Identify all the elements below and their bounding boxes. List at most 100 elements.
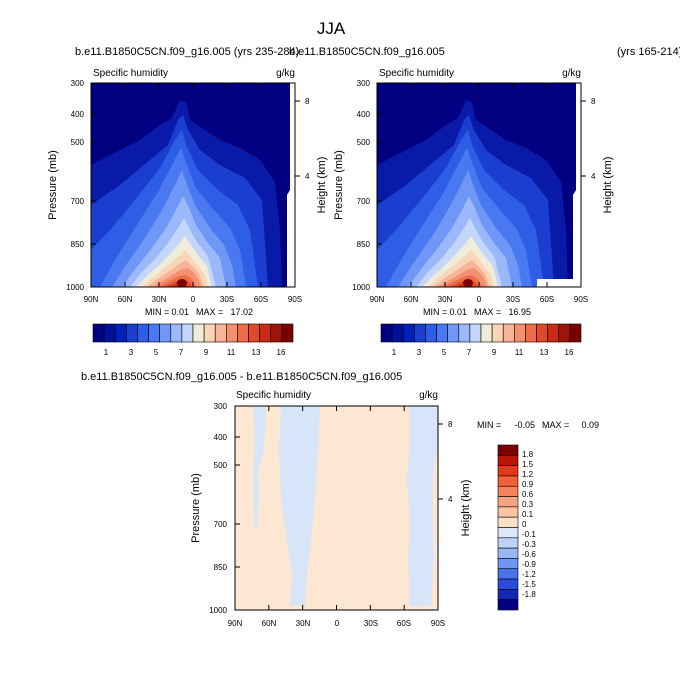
diff-x-tick-label: 30N [296,619,311,628]
right-x-tick-label: 0 [477,295,482,304]
diff-contour-field [235,406,438,610]
diff-y-tick-label: 850 [214,563,228,572]
colorbar-swatch [192,323,205,343]
colorbar-swatch [126,323,138,343]
right-y-tick-label: 500 [357,138,371,147]
left-colorbar-label: 9 [204,348,209,357]
diff-y-tick-label: 700 [214,520,228,529]
diff-x-tick-label: 0 [335,619,340,628]
colorbar-swatch [547,323,560,343]
right-y-tick-label: 300 [357,79,371,88]
left-x-tick-label: 30S [220,295,234,304]
diff-x-tick-label: 90S [431,619,445,628]
left-height-tick-label: 8 [305,97,310,106]
diff-colorbar-label: -1.8 [522,590,536,599]
diff-x-tick-label: 30S [364,619,378,628]
right-colorbar-label: 16 [565,348,574,357]
right-max-value: 16.95 [508,307,531,317]
colorbar-swatch [497,537,519,549]
colorbar-swatch [497,496,519,508]
diff-y-tick-label: 300 [214,402,228,411]
colorbar-swatch [380,323,393,343]
colorbar-swatch [425,323,437,343]
right-colorbar-label: 11 [515,348,524,357]
colorbar-swatch [159,323,172,343]
right-min-value: 0.01 [449,307,467,317]
left-x-tick-label: 30N [152,295,167,304]
left-colorbar-label: 16 [277,348,286,357]
colorbar-swatch [497,455,519,466]
left-contour-field [91,83,295,287]
left-max-label: MAX = [196,307,223,317]
left-x-tick-label: 90N [84,295,99,304]
colorbar-swatch [137,323,149,343]
diff-colorbar-label: -0.1 [522,530,536,539]
colorbar-swatch [497,527,519,539]
colorbar-swatch [237,323,249,343]
colorbar-swatch [391,323,404,343]
right-colorbar-label: 7 [467,348,472,357]
right-colorbar-label: 3 [417,348,422,357]
left-x-tick-label: 60S [254,295,268,304]
diff-case-title: b.e11.B1850C5CN.f09_g16.005 - b.e11.B185… [81,371,402,383]
right-height-axis-label: Height (km) [602,157,614,214]
diff-colorbar-label: 1.8 [522,450,534,459]
diff-colorbar-label: 1.2 [522,470,534,479]
left-colorbar-label: 7 [179,348,184,357]
left-min-value: 0.01 [171,307,189,317]
left-y-tick-label: 850 [71,240,85,249]
colorbar-swatch [226,323,238,343]
left-y-tick-label: 300 [71,79,85,88]
colorbar-swatch [525,323,537,343]
left-colorbar-label: 13 [252,348,261,357]
diff-axis-ticks [234,405,443,611]
diff-max-label: MAX = [542,420,569,430]
diff-y-tick-label: 1000 [209,606,227,615]
colorbar-swatch [497,516,519,528]
colorbar-swatch [214,323,227,343]
right-y-tick-label: 850 [357,240,371,249]
diff-height-tick-label: 4 [448,495,453,504]
diff-units-label: g/kg [419,390,438,401]
diff-colorbar-label: 0.9 [522,480,534,489]
right-min-label: MIN = [423,307,447,317]
colorbar-swatch [181,323,194,343]
diff-max-value: 0.09 [581,420,599,430]
colorbar-swatch [281,323,294,343]
diff-min-value: -0.05 [514,420,535,430]
right-height-tick-label: 4 [591,172,596,181]
diff-y-axis-label: Pressure (mb) [190,473,202,543]
colorbar-swatch [569,323,582,343]
right-case-title: b.e11.B1850C5CN.f09_g16.005 [289,46,445,58]
colorbar-swatch [447,323,460,343]
colorbar-swatch [502,323,515,343]
diff-colorbar-label: -0.6 [522,550,536,559]
colorbar-swatch [270,323,283,343]
colorbar-swatch [558,323,571,343]
left-max-value: 17.02 [230,307,253,317]
diff-colorbar-label: -1.5 [522,580,536,589]
left-case-title: b.e11.B1850C5CN.f09_g16.005 (yrs 235-284… [75,46,299,58]
colorbar-swatch [114,323,127,343]
colorbar-swatch [469,323,482,343]
right-x-tick-label: 30N [438,295,453,304]
diff-colorbar-label: 0 [522,520,527,529]
colorbar-swatch [248,323,260,343]
right-x-tick-label: 90N [370,295,385,304]
diff-colorbar-label: -0.9 [522,560,536,569]
figure-title: JJA [317,19,346,38]
colorbar-swatch [92,323,105,343]
colorbar-swatch [148,323,160,343]
right-colorbar-label: 5 [442,348,447,357]
colorbar-swatch [497,485,519,497]
colorbar-swatch [414,323,426,343]
left-panel: b.e11.B1850C5CN.f09_g16.005 (yrs 235-284… [47,46,328,357]
colorbar-swatch [103,323,116,343]
left-y-tick-label: 1000 [66,283,84,292]
colorbar-swatch [497,589,519,600]
left-y-tick-label: 400 [71,110,85,119]
right-colorbar-label: 13 [540,348,549,357]
left-colorbar-label: 1 [104,348,109,357]
left-axis-ticks [90,82,300,288]
